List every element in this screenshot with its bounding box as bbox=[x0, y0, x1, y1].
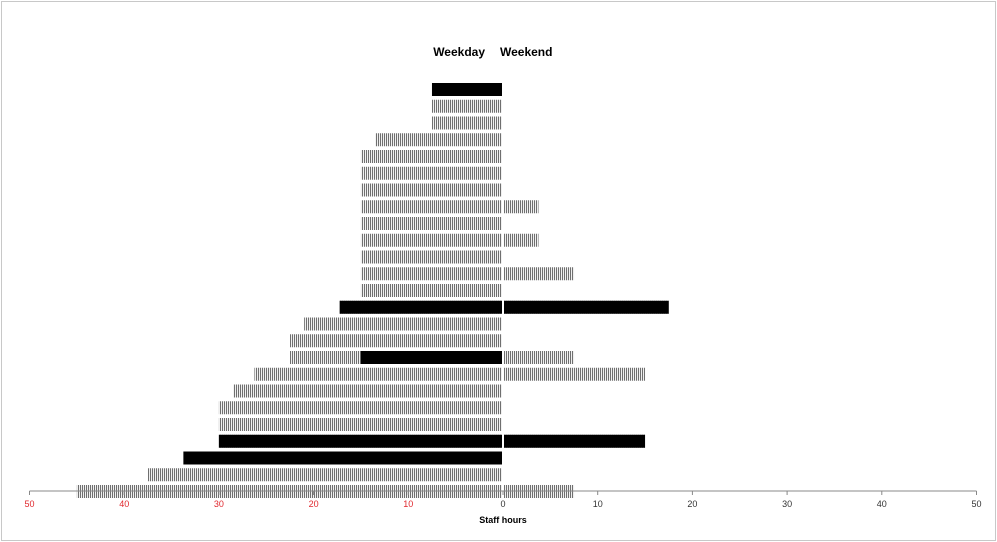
x-tick-label: 10 bbox=[403, 499, 413, 509]
weekday-bar-15 bbox=[304, 317, 502, 331]
x-tick-label: 30 bbox=[782, 499, 792, 509]
weekday-header: Weekday bbox=[433, 45, 485, 59]
weekend-solid-bar-22 bbox=[504, 434, 646, 448]
weekend-bar-12 bbox=[504, 267, 575, 281]
weekday-bar-21 bbox=[218, 418, 502, 431]
weekday-bar-13 bbox=[360, 284, 502, 297]
weekday-solid-bar-22 bbox=[218, 434, 502, 448]
weekday-bar-24 bbox=[147, 468, 502, 482]
weekend-header: Weekend bbox=[500, 45, 552, 59]
weekday-solid-bar-17 bbox=[360, 351, 502, 364]
weekday-bar-20 bbox=[218, 401, 502, 415]
x-axis-label: Staff hours bbox=[479, 515, 527, 525]
weekend-bar-10 bbox=[504, 233, 539, 247]
weekday-bar-9 bbox=[360, 217, 502, 230]
weekday-bar-5 bbox=[360, 150, 502, 163]
bars-group bbox=[76, 83, 669, 498]
weekday-bar-2 bbox=[431, 99, 502, 113]
weekday-bar-4 bbox=[375, 133, 502, 147]
x-tick-label: 20 bbox=[309, 499, 319, 509]
weekday-bar-19 bbox=[233, 384, 503, 398]
weekend-solid-bar-14 bbox=[504, 300, 669, 314]
weekday-solid-bar-14 bbox=[339, 300, 502, 314]
weekday-bar-16 bbox=[289, 334, 502, 348]
x-tick-label: 40 bbox=[119, 499, 129, 509]
x-tick-label: 40 bbox=[877, 499, 887, 509]
x-tick-label: 30 bbox=[214, 499, 224, 509]
weekday-bar-8 bbox=[360, 200, 502, 214]
x-tick-label: 0 bbox=[500, 499, 505, 509]
weekday-bar-10 bbox=[360, 233, 502, 247]
weekday-bar-7 bbox=[360, 183, 502, 197]
weekend-bar-17 bbox=[504, 351, 575, 364]
x-tick-label: 10 bbox=[593, 499, 603, 509]
weekday-bar-3 bbox=[431, 116, 502, 130]
x-axis-ticks: 50 40 30 20 10 0 10 20 30 40 50 bbox=[24, 491, 982, 509]
weekend-bar-18 bbox=[504, 367, 646, 381]
x-tick-label: 50 bbox=[971, 499, 981, 509]
x-tick-label: 50 bbox=[24, 499, 34, 509]
weekday-solid-bar-23 bbox=[183, 451, 502, 465]
weekday-solid-bar-1 bbox=[431, 83, 502, 96]
weekend-bar-8 bbox=[504, 200, 539, 214]
x-tick-label: 20 bbox=[687, 499, 697, 509]
weekday-bar-18 bbox=[254, 367, 502, 381]
weekday-bar-6 bbox=[360, 166, 502, 180]
weekday-bar-11 bbox=[360, 250, 502, 264]
weekday-bar-12 bbox=[360, 267, 502, 281]
